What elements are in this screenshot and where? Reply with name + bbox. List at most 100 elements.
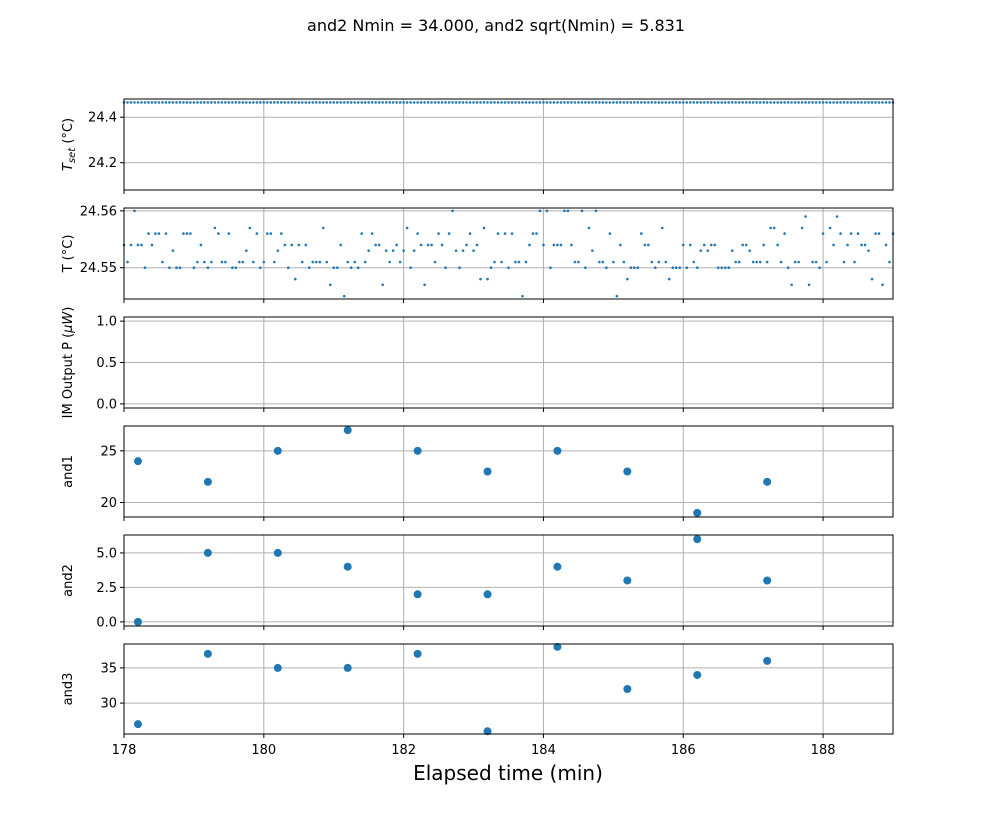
temp-point: [811, 260, 814, 264]
temp-point: [678, 266, 682, 270]
tset-point: [213, 101, 217, 104]
tset-point: [846, 101, 849, 104]
panel-and3: 30 35 and3 178 180 182 184 186 188: [61, 642, 894, 758]
tset-point: [259, 101, 262, 104]
tset-point: [283, 101, 287, 104]
tset-point: [370, 101, 374, 104]
and3-x-tick-label: 178: [112, 743, 137, 758]
power-y-tick-label: 0.5: [96, 356, 117, 371]
tset-point: [266, 101, 269, 104]
tset-point: [384, 101, 388, 104]
tset-point: [671, 101, 675, 104]
and1-point: [483, 467, 492, 476]
temp-point: [737, 260, 741, 264]
temp-point: [671, 266, 675, 270]
temp-point: [524, 260, 528, 264]
tset-point: [661, 101, 664, 104]
tset-point: [454, 101, 458, 104]
temp-point: [713, 243, 717, 247]
temp-point: [664, 260, 668, 264]
temp-point: [203, 260, 206, 264]
temp-point: [528, 243, 531, 247]
temp-point: [884, 243, 888, 247]
temp-point: [622, 260, 626, 264]
temp-point: [559, 243, 563, 247]
temp-point: [626, 277, 629, 281]
tset-point: [220, 101, 224, 104]
tset-point: [185, 101, 189, 104]
tset-point: [423, 101, 426, 104]
temp-point: [423, 283, 426, 287]
tset-point: [496, 101, 500, 104]
temp-point: [797, 260, 800, 264]
temp-point: [150, 243, 154, 247]
tset-point: [391, 101, 395, 104]
temp-point: [514, 260, 517, 264]
tset-point: [255, 101, 259, 104]
and1-axes-frame: [123, 425, 894, 518]
temp-point: [433, 260, 437, 264]
temp-point: [335, 266, 339, 270]
temp-point: [447, 232, 451, 235]
temp-point: [465, 243, 468, 247]
and2-y-tick-label: 2.5: [96, 581, 117, 596]
tset-point: [702, 101, 706, 104]
tset-point: [238, 101, 241, 104]
temp-point: [591, 249, 594, 252]
tset-point: [465, 101, 468, 104]
and1-point: [763, 477, 772, 486]
temp-point: [342, 294, 346, 298]
tset-point: [751, 101, 755, 104]
tset-point: [377, 101, 381, 104]
temp-point: [185, 232, 189, 235]
temp-point: [594, 209, 598, 213]
temp-point: [835, 215, 839, 218]
temp-point: [744, 243, 748, 247]
tset-point: [489, 101, 493, 104]
temp-point: [542, 243, 545, 247]
temp-point: [765, 260, 769, 264]
temp-y-tick-label: 24.55: [80, 261, 117, 276]
tset-point: [577, 101, 580, 104]
tset-point: [835, 101, 839, 104]
x-axis-label: Elapsed time (min): [413, 761, 603, 785]
temp-point: [220, 260, 224, 264]
tset-point: [416, 101, 419, 104]
temp-point: [318, 260, 322, 264]
temp-point: [685, 266, 689, 270]
tset-point: [647, 101, 650, 104]
tset-point: [825, 101, 828, 104]
tset-point: [129, 101, 133, 104]
temp-point: [556, 243, 559, 247]
tset-point: [234, 101, 238, 104]
temp-point: [500, 260, 503, 264]
and2-point: [693, 535, 702, 544]
temp-point: [374, 243, 377, 247]
temp-point: [307, 266, 311, 270]
panel-and2: 0.0 2.5 5.0 and2: [61, 534, 894, 630]
temp-point: [356, 266, 360, 270]
tset-point: [136, 101, 140, 104]
and1-point: [413, 446, 422, 455]
temp-point: [321, 226, 325, 230]
and1-point: [273, 446, 282, 455]
tset-point: [154, 101, 157, 104]
tset-point: [723, 101, 727, 104]
temp-point: [608, 232, 612, 235]
temp-point: [143, 266, 147, 270]
tset-point: [133, 101, 136, 104]
temp-point: [360, 232, 363, 235]
and1-point: [203, 477, 212, 486]
tset-point: [412, 101, 416, 104]
temp-point: [286, 266, 290, 270]
tset-point: [720, 101, 724, 104]
tset-point: [199, 101, 203, 104]
temp-point: [615, 294, 619, 298]
tset-point: [877, 101, 881, 104]
tset-y-tick-label: 24.4: [88, 111, 117, 126]
temp-point: [293, 277, 297, 281]
tset-point: [563, 101, 566, 104]
tset-point: [853, 101, 856, 104]
tset-point: [797, 101, 800, 104]
and3-x-tick-label: 186: [671, 743, 696, 758]
